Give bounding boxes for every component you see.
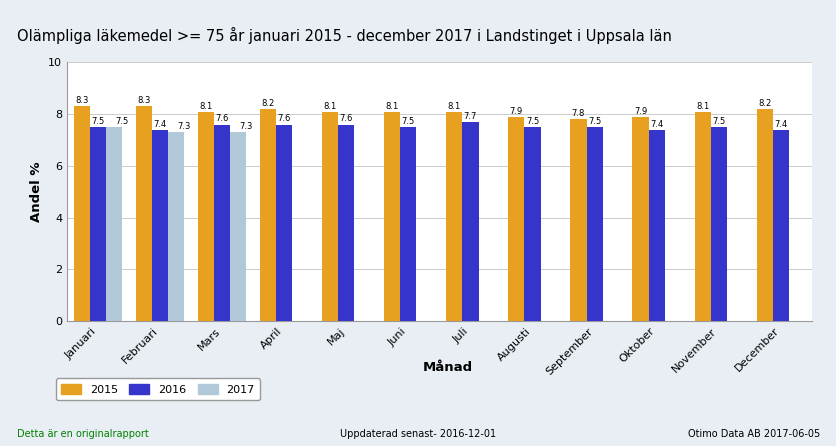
Bar: [586, 127, 602, 321]
Bar: [507, 117, 524, 321]
Text: 8.1: 8.1: [696, 102, 708, 111]
Text: 7.7: 7.7: [463, 112, 477, 121]
Text: 7.4: 7.4: [773, 120, 787, 128]
Text: Detta är en originalrapport: Detta är en originalrapport: [17, 429, 148, 439]
Bar: [632, 117, 648, 321]
Bar: [569, 120, 586, 321]
Bar: [756, 109, 772, 321]
Bar: [694, 112, 710, 321]
Text: 8.1: 8.1: [324, 102, 336, 111]
Bar: [322, 112, 338, 321]
Bar: [74, 107, 89, 321]
Text: 7.3: 7.3: [239, 122, 252, 131]
Bar: [135, 107, 152, 321]
Text: 7.8: 7.8: [571, 109, 584, 118]
Bar: [260, 109, 276, 321]
Text: 7.6: 7.6: [278, 115, 291, 124]
Text: 8.3: 8.3: [75, 96, 89, 105]
Bar: [197, 112, 214, 321]
Text: 7.5: 7.5: [588, 117, 600, 126]
Text: 8.1: 8.1: [199, 102, 212, 111]
Bar: [168, 132, 184, 321]
Legend: 2015, 2016, 2017: 2015, 2016, 2017: [56, 378, 260, 401]
Bar: [214, 124, 230, 321]
Text: Uppdaterad senast- 2016-12-01: Uppdaterad senast- 2016-12-01: [340, 429, 496, 439]
Text: 8.3: 8.3: [137, 96, 150, 105]
Text: 7.4: 7.4: [650, 120, 662, 128]
Bar: [710, 127, 726, 321]
Text: 7.9: 7.9: [633, 107, 646, 116]
Bar: [648, 130, 664, 321]
Bar: [152, 130, 168, 321]
Text: 8.2: 8.2: [261, 99, 274, 108]
Bar: [230, 132, 246, 321]
Text: 7.6: 7.6: [215, 115, 228, 124]
Text: Olämpliga läkemedel >= 75 år januari 2015 - december 2017 i Landstinget i Uppsal: Olämpliga läkemedel >= 75 år januari 201…: [17, 27, 670, 44]
Text: 7.6: 7.6: [339, 115, 353, 124]
Bar: [89, 127, 106, 321]
Bar: [106, 127, 122, 321]
Text: 7.5: 7.5: [711, 117, 725, 126]
Bar: [772, 130, 788, 321]
Text: 7.5: 7.5: [525, 117, 538, 126]
Text: 7.5: 7.5: [91, 117, 104, 126]
Text: 7.5: 7.5: [115, 117, 129, 126]
Text: 8.1: 8.1: [385, 102, 399, 111]
Text: Otimo Data AB 2017-06-05: Otimo Data AB 2017-06-05: [687, 429, 819, 439]
Y-axis label: Andel %: Andel %: [29, 161, 43, 222]
Bar: [276, 124, 292, 321]
Text: 8.1: 8.1: [447, 102, 461, 111]
Text: 7.3: 7.3: [177, 122, 191, 131]
Bar: [338, 124, 354, 321]
Bar: [446, 112, 461, 321]
Text: Månad: Månad: [422, 361, 472, 375]
Bar: [384, 112, 400, 321]
Text: 7.4: 7.4: [153, 120, 166, 128]
Bar: [461, 122, 478, 321]
Text: 7.9: 7.9: [509, 107, 522, 116]
Text: 7.5: 7.5: [401, 117, 415, 126]
Text: 8.2: 8.2: [757, 99, 771, 108]
Bar: [400, 127, 416, 321]
Bar: [524, 127, 540, 321]
